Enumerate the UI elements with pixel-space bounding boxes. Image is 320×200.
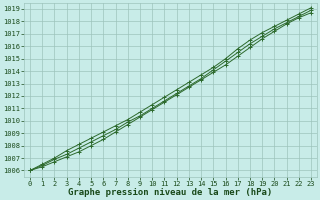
X-axis label: Graphe pression niveau de la mer (hPa): Graphe pression niveau de la mer (hPa) (68, 188, 273, 197)
